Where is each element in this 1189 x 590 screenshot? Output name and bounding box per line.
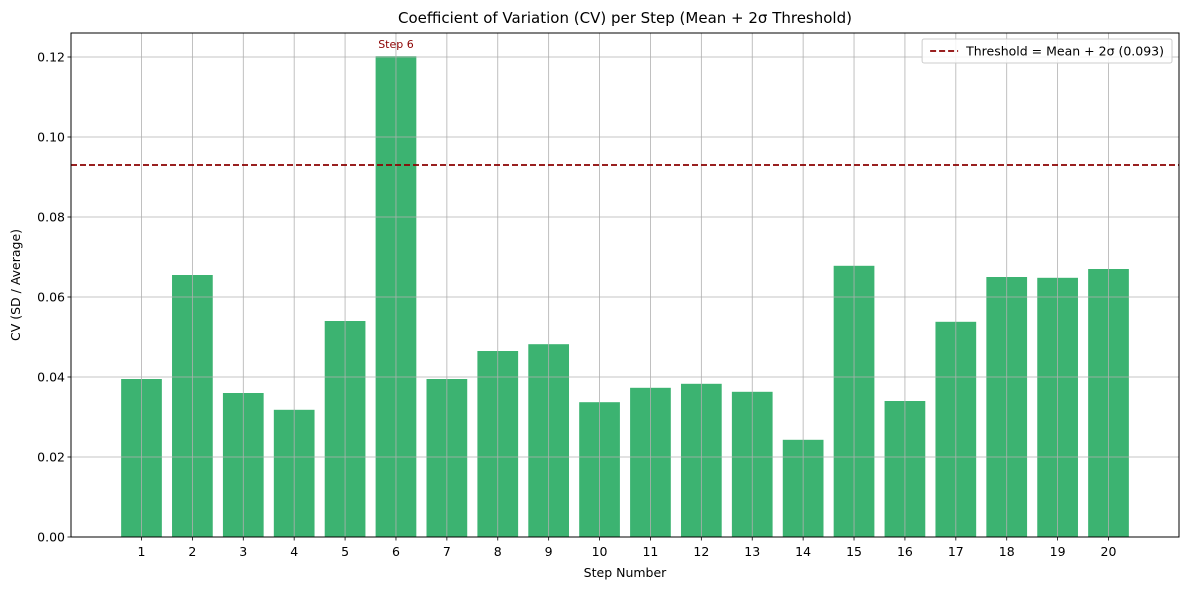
y-tick-label: 0.00 [37, 530, 65, 545]
axis-ticks: 0.000.020.040.060.080.100.121 2 3 4 5 6 7 8 9 10 1… [37, 50, 1116, 560]
x-tick-label: 16 [897, 544, 913, 559]
x-tick-label: 9 [545, 544, 553, 559]
chart-title: Coefficient of Variation (CV) per Step (… [398, 9, 852, 27]
y-tick-label: 0.06 [37, 290, 65, 305]
x-tick-label: 6 [392, 544, 400, 559]
x-tick-label: 3 [239, 544, 247, 559]
x-tick-label: 5 [341, 544, 349, 559]
x-axis-label: Step Number [584, 565, 668, 580]
x-tick-label: 7 [443, 544, 451, 559]
x-tick-label: 1 [138, 544, 146, 559]
x-tick-label: 14 [795, 544, 811, 559]
x-tick-label: 20 [1101, 544, 1117, 559]
y-axis-label: CV (SD / Average) [8, 229, 23, 341]
annotations: Step 6 [378, 38, 414, 51]
x-tick-label: 19 [1050, 544, 1066, 559]
legend-box [921, 38, 1173, 64]
bar-annotation: Step 6 [378, 38, 414, 51]
legend: Threshold = Mean + 2σ (0.093) [921, 38, 1173, 64]
x-tick-label: 17 [948, 544, 964, 559]
x-tick-label: 2 [188, 544, 196, 559]
x-tick-label: 12 [693, 544, 709, 559]
y-tick-label: 0.10 [37, 130, 65, 145]
x-tick-label: 13 [744, 544, 760, 559]
x-tick-label: 11 [642, 544, 658, 559]
y-tick-label: 0.08 [37, 210, 65, 225]
plot-frame [70, 32, 1180, 538]
y-tick-label: 0.02 [37, 450, 65, 465]
x-tick-label: 4 [290, 544, 298, 559]
x-tick-label: 10 [592, 544, 608, 559]
x-tick-label: 8 [494, 544, 502, 559]
y-tick-label: 0.04 [37, 370, 65, 385]
y-tick-label: 0.12 [37, 50, 65, 65]
x-tick-label: 15 [846, 544, 862, 559]
x-tick-label: 18 [999, 544, 1015, 559]
legend-threshold-label: Threshold = Mean + 2σ (0.093) [965, 44, 1164, 59]
